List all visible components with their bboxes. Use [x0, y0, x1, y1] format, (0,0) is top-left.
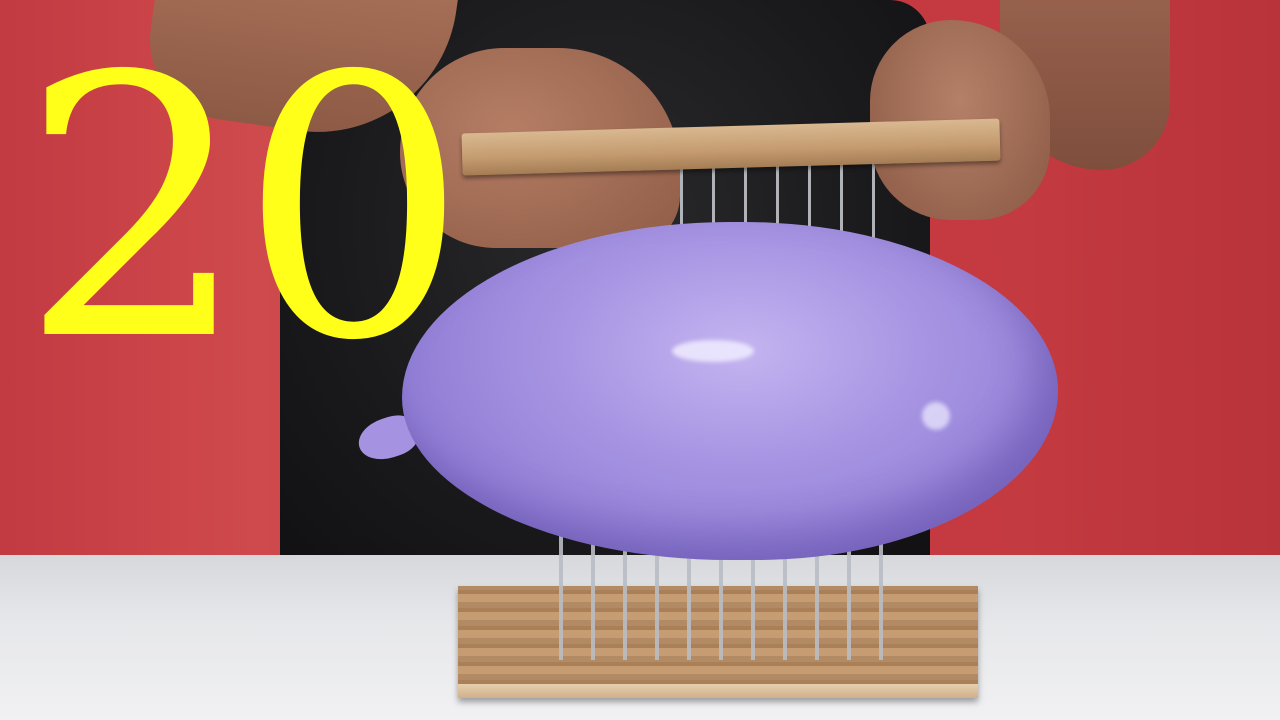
- number-overlay: 20: [20, 0, 468, 419]
- balloon: [402, 222, 1058, 560]
- bottom-board-edge: [458, 684, 978, 698]
- balloon-highlight-small: [922, 402, 950, 430]
- balloon-highlight: [672, 340, 754, 362]
